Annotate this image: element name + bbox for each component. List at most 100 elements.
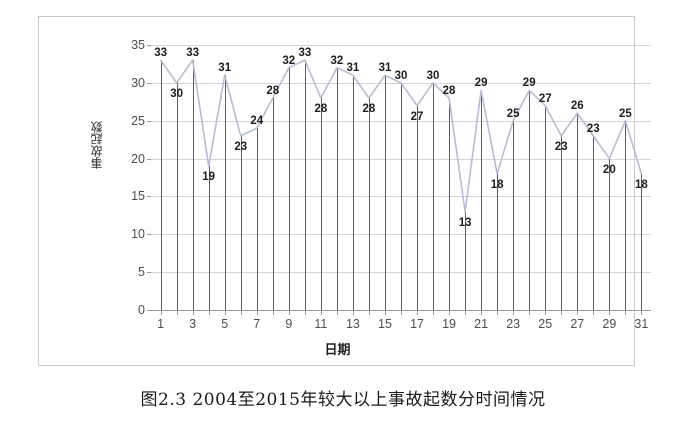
x-axis-tick-label: 13 xyxy=(345,317,360,331)
x-axis-tick-mark xyxy=(449,311,451,315)
data-label: 28 xyxy=(362,103,376,115)
y-axis-tick-label: 20 xyxy=(131,151,145,166)
drop-line xyxy=(272,98,274,310)
drop-line xyxy=(384,75,386,310)
data-label: 27 xyxy=(538,92,552,105)
drop-line xyxy=(417,105,419,310)
series-line xyxy=(159,59,643,213)
figure-caption: 图2.3 2004至2015年较大以上事故起数分时间情况 xyxy=(140,390,546,410)
y-axis-tick-labels: 0 5 10 15 20 25 30 35 xyxy=(117,38,145,317)
drop-line xyxy=(561,135,563,310)
drop-line xyxy=(192,60,194,310)
y-axis-tick-label: 25 xyxy=(131,113,145,128)
drop-line xyxy=(513,120,515,310)
x-axis-tick-mark xyxy=(208,311,210,315)
drop-line xyxy=(545,105,547,310)
x-axis-tick-mark xyxy=(352,311,354,315)
data-label: 20 xyxy=(602,163,616,176)
x-axis-tick-mark xyxy=(240,311,242,315)
y-axis-tick-mark xyxy=(147,82,151,84)
data-label: 18 xyxy=(490,178,504,191)
x-axis-tick-label: 11 xyxy=(314,317,328,331)
drop-line xyxy=(208,166,210,310)
x-axis-tick-label: 9 xyxy=(285,317,293,331)
drop-line xyxy=(224,75,226,310)
x-axis-tick-mark xyxy=(433,311,435,315)
x-axis-tick-label: 17 xyxy=(410,317,424,331)
drop-line xyxy=(256,128,258,310)
drop-line xyxy=(176,82,178,310)
data-label: 23 xyxy=(554,140,568,153)
x-axis-tick-mark xyxy=(160,311,162,315)
x-axis-tick-mark xyxy=(176,311,178,315)
chart-frame: 事故起数 0 5 10 15 20 25 30 35 33 30 33 19 31 23 24 28 32 33… xyxy=(38,16,651,366)
x-axis-tick-label: 25 xyxy=(538,317,553,331)
x-axis-tick-label: 23 xyxy=(506,317,521,331)
x-axis-tick-mark xyxy=(384,311,386,315)
data-label: 25 xyxy=(506,107,520,120)
y-axis-tick-label: 15 xyxy=(131,189,145,204)
data-label: 28 xyxy=(314,103,328,115)
data-label: 28 xyxy=(266,85,280,97)
data-label: 30 xyxy=(394,69,408,82)
x-axis-tick-mark xyxy=(224,311,226,315)
x-axis-tick-label: 31 xyxy=(634,317,649,331)
y-axis-tick-mark xyxy=(147,120,151,122)
y-axis-tick-label: 35 xyxy=(131,38,145,52)
drop-line xyxy=(352,75,354,310)
data-label: 31 xyxy=(346,62,360,75)
x-axis-tick-mark xyxy=(593,311,595,315)
drop-line xyxy=(433,82,435,310)
y-axis-tick-mark xyxy=(147,196,151,198)
gridline xyxy=(151,45,651,46)
data-label: 28 xyxy=(442,85,456,97)
x-axis-tick-label: 27 xyxy=(570,317,585,331)
y-axis-title: 事故起数 xyxy=(90,121,104,169)
drop-line xyxy=(368,98,370,310)
y-axis-tick-label: 10 xyxy=(131,227,145,242)
x-axis-tick-label: 29 xyxy=(602,317,617,331)
x-axis-tick-mark xyxy=(641,311,643,315)
drop-line xyxy=(481,90,483,310)
y-axis-tick-label: 5 xyxy=(138,265,145,280)
data-label: 32 xyxy=(282,54,296,67)
data-label: 33 xyxy=(298,47,312,60)
x-axis-tick-mark xyxy=(368,311,370,315)
y-axis-tick-mark xyxy=(147,234,151,236)
data-label: 33 xyxy=(154,47,168,60)
x-axis-tick-mark xyxy=(481,311,483,315)
y-axis-tick-label: 0 xyxy=(138,303,145,317)
drop-line xyxy=(593,135,595,310)
drop-line xyxy=(625,120,627,310)
x-axis-tick-label: 7 xyxy=(253,317,261,331)
drop-line xyxy=(497,173,499,310)
data-label: 30 xyxy=(426,69,440,82)
x-axis-tick-mark xyxy=(609,311,611,315)
series-polyline xyxy=(159,59,643,213)
data-label: 31 xyxy=(218,62,232,75)
drop-line xyxy=(577,113,579,310)
x-axis-tick-mark xyxy=(320,311,322,315)
data-label: 33 xyxy=(186,47,200,60)
plot-area: 33 30 33 19 31 23 24 28 32 33 28 32 31 28 31 30 27 30 28 13… xyxy=(151,45,651,311)
x-axis-tick-mark xyxy=(465,311,467,315)
x-axis-tick-mark xyxy=(545,311,547,315)
x-axis-tick-mark xyxy=(256,311,258,315)
x-axis-tick-mark xyxy=(417,311,419,315)
x-axis-title: 日期 xyxy=(324,343,351,358)
x-axis-tick-mark xyxy=(401,311,402,315)
drop-line xyxy=(288,67,290,310)
data-label: 23 xyxy=(586,122,600,135)
drop-line xyxy=(465,211,467,310)
x-axis-tick-mark xyxy=(272,311,274,315)
drop-line xyxy=(641,173,643,310)
x-axis-tick-label: 3 xyxy=(189,317,197,331)
data-label: 23 xyxy=(234,140,248,153)
drop-line xyxy=(320,98,322,310)
x-axis-tick-mark xyxy=(336,311,338,315)
y-axis-tick-label: 30 xyxy=(131,75,145,90)
y-axis-tick-mark xyxy=(147,310,151,311)
x-axis-line xyxy=(151,310,651,311)
data-label: 18 xyxy=(634,178,648,191)
data-label: 25 xyxy=(618,107,632,120)
